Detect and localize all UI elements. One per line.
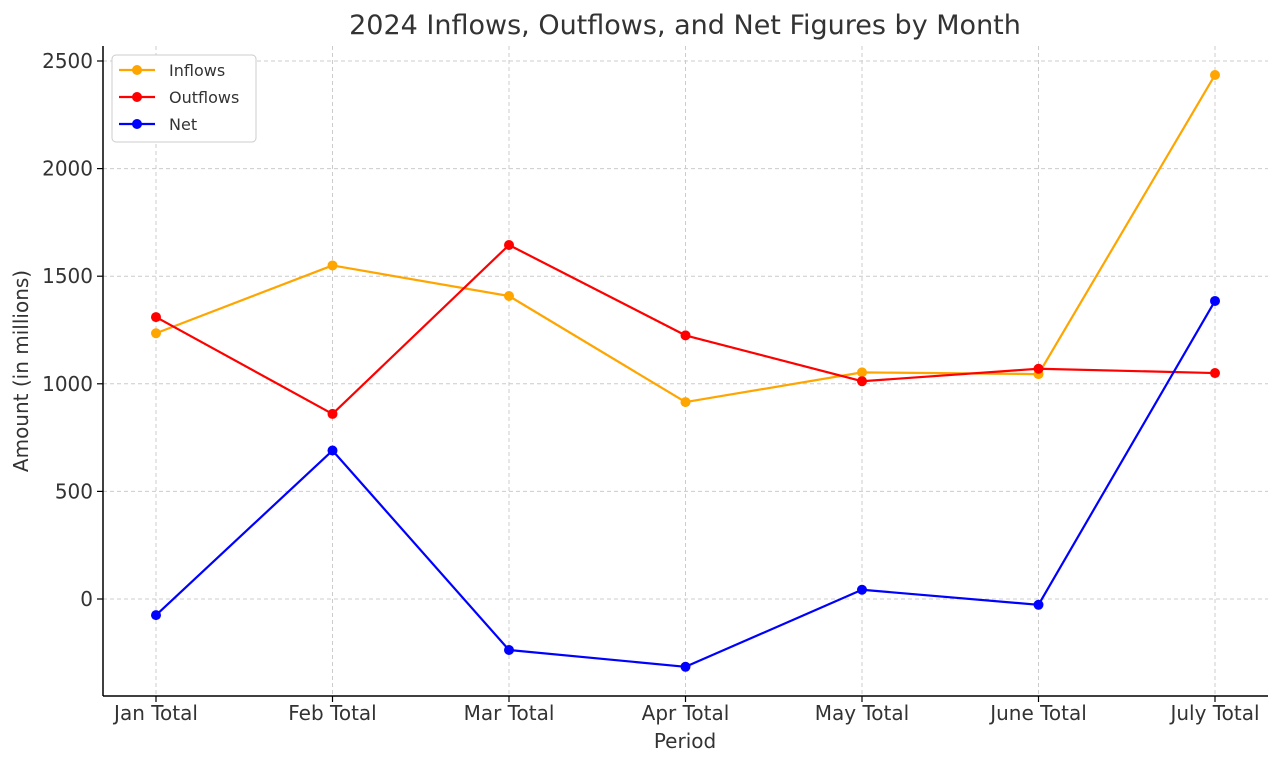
legend-net-marker — [132, 119, 142, 129]
outflows-point — [151, 312, 161, 323]
y-tick-label: 1500 — [42, 264, 93, 288]
inflows-point — [857, 367, 867, 378]
legend-outflows-label: Outflows — [169, 88, 239, 107]
net-point — [504, 645, 514, 656]
y-tick-label: 2000 — [42, 157, 93, 181]
legend-net-label: Net — [169, 115, 197, 134]
outflows-point — [1210, 368, 1220, 379]
x-tick-label: June Total — [988, 701, 1087, 725]
series-layer — [151, 69, 1220, 672]
y-axis-label: Amount (in millions) — [9, 270, 33, 472]
inflows-point — [504, 290, 514, 301]
x-axis-label: Period — [654, 729, 716, 753]
outflows-point — [857, 376, 867, 387]
x-tick-label: Mar Total — [464, 701, 555, 725]
inflows-point — [327, 260, 338, 271]
y-tick-label: 500 — [55, 479, 93, 503]
x-tick-label: May Total — [815, 701, 909, 725]
net-point — [680, 661, 691, 672]
outflows-point — [327, 408, 338, 419]
legend-box — [111, 54, 257, 143]
x-tick-label: Apr Total — [642, 701, 730, 725]
legend-inflows-label: Inflows — [169, 61, 225, 80]
net-point — [857, 584, 867, 595]
inflows-point — [151, 328, 161, 339]
net-point — [1033, 599, 1044, 610]
chart-title: 2024 Inflows, Outflows, and Net Figures … — [349, 10, 1021, 41]
y-tick-label: 1000 — [42, 372, 93, 396]
net-point — [327, 445, 338, 456]
outflows-point — [1033, 363, 1044, 374]
x-tick-label: July Total — [1168, 701, 1259, 725]
y-axis-ticks: 0 500 1000 1500 2000 2500 — [42, 49, 103, 611]
y-tick-label: 2500 — [42, 49, 93, 73]
x-tick-label: Jan Total — [112, 701, 198, 725]
inflows-point — [680, 397, 691, 408]
net-point — [1210, 295, 1220, 306]
legend: Inflows Outflows Net — [111, 54, 257, 143]
x-axis-ticks: Jan Total Feb Total Mar Total Apr Total May … — [112, 696, 1260, 725]
outflows-point — [504, 239, 514, 250]
legend-outflows-marker — [132, 92, 142, 102]
legend-inflows-marker — [132, 65, 142, 75]
x-tick-label: Feb Total — [288, 701, 376, 725]
y-tick-label: 0 — [80, 587, 93, 611]
inflows-point — [1210, 69, 1220, 80]
net-point — [151, 610, 161, 621]
outflows-point — [680, 330, 691, 341]
